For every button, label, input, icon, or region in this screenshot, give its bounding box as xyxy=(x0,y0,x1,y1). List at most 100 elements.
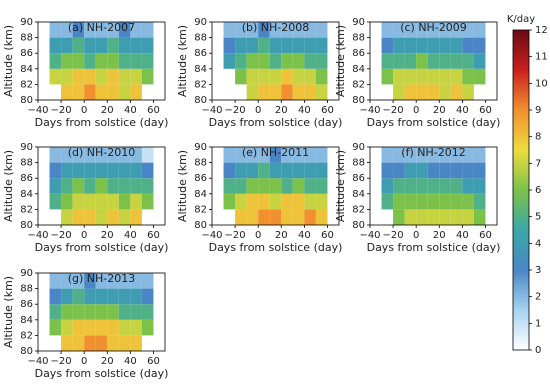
heat-cell xyxy=(416,162,428,179)
heat-cell xyxy=(416,147,428,163)
heat-cell xyxy=(473,209,486,225)
heat-cell xyxy=(304,84,316,100)
x-tick-label: −20 xyxy=(51,356,72,367)
x-tick-label: 60 xyxy=(321,105,334,116)
y-tick-label: 88 xyxy=(194,158,207,169)
heat-cell xyxy=(416,193,428,210)
y-tick-label: 80 xyxy=(194,220,207,231)
heat-cell xyxy=(130,273,142,289)
panel-title: (g) NH-2013 xyxy=(68,272,136,285)
heat-cell xyxy=(281,162,293,179)
panel-title: (f) NH-2012 xyxy=(401,146,465,159)
colorbar-tick-label: 0 xyxy=(535,345,541,356)
heat-cell xyxy=(118,84,131,100)
y-tick-label: 86 xyxy=(20,48,33,59)
heat-cell xyxy=(393,193,405,210)
heat-cell xyxy=(404,209,417,225)
y-axis-label: Altitude (km) xyxy=(334,25,347,97)
plot-frame xyxy=(369,21,498,101)
heat-cell xyxy=(450,162,463,179)
x-tick-label: 60 xyxy=(147,356,160,367)
heat-cell xyxy=(95,147,108,163)
heat-cell xyxy=(107,147,119,163)
y-tick-label: 86 xyxy=(352,48,365,59)
heat-cell xyxy=(84,304,96,320)
heat-cell xyxy=(427,193,440,210)
heat-cell xyxy=(95,68,108,85)
x-tick-label: 20 xyxy=(275,105,288,116)
heat-cell xyxy=(118,68,131,85)
heat-cell xyxy=(258,84,270,100)
heat-cell xyxy=(130,22,142,38)
heat-cell xyxy=(141,319,154,336)
x-tick-label: −40 xyxy=(27,356,48,367)
heat-cell xyxy=(439,53,451,69)
heat-cell xyxy=(439,147,451,163)
heat-cell xyxy=(450,37,463,54)
heat-cell xyxy=(315,162,328,179)
x-tick-label: −20 xyxy=(225,105,246,116)
heat-cell xyxy=(439,193,451,210)
heat-cell xyxy=(315,37,328,54)
heat-cell xyxy=(107,84,119,100)
heat-cell xyxy=(269,209,282,225)
heat-cell xyxy=(61,68,73,85)
heat-cell xyxy=(61,147,73,163)
x-tick-label: 40 xyxy=(124,356,137,367)
x-tick-label: 0 xyxy=(413,230,419,241)
heat-cell xyxy=(72,304,85,320)
heat-cell xyxy=(49,193,62,210)
heat-cell xyxy=(223,162,236,179)
heat-cell xyxy=(84,84,96,100)
heat-cell xyxy=(118,193,131,210)
heat-cell xyxy=(118,304,131,320)
plot-frame xyxy=(37,272,166,352)
heat-cell xyxy=(269,162,282,179)
heat-cell xyxy=(462,68,474,85)
heat-cell xyxy=(450,193,463,210)
panel-title: (c) NH-2009 xyxy=(400,21,467,34)
colorbar-tick-label: 8 xyxy=(535,132,541,143)
heat-cell xyxy=(315,178,328,194)
heat-cell xyxy=(450,178,463,194)
heat-cell xyxy=(141,178,154,194)
heat-cell xyxy=(427,37,440,54)
heat-cell xyxy=(381,22,394,38)
heat-cell xyxy=(269,22,282,38)
y-axis-label: Altitude (km) xyxy=(334,150,347,222)
heat-cell xyxy=(269,147,282,163)
heat-cell xyxy=(427,147,440,163)
heat-cell xyxy=(473,178,486,194)
heat-cell xyxy=(404,178,417,194)
heat-cell xyxy=(246,68,259,85)
y-tick-label: 86 xyxy=(194,173,207,184)
heat-cell xyxy=(72,84,85,100)
heat-cell xyxy=(72,335,85,351)
y-tick-label: 82 xyxy=(194,204,207,215)
heat-cell xyxy=(246,53,259,69)
y-tick-label: 82 xyxy=(20,79,33,90)
heat-cell xyxy=(84,162,96,179)
heat-cell xyxy=(381,68,394,85)
heat-cell xyxy=(381,178,394,194)
x-tick-label: 60 xyxy=(147,105,160,116)
y-tick-label: 80 xyxy=(194,95,207,106)
heat-cell xyxy=(304,193,316,210)
heat-cell xyxy=(107,193,119,210)
heat-cell xyxy=(49,147,62,163)
x-tick-label: 40 xyxy=(456,105,469,116)
heat-cell xyxy=(141,288,154,305)
heat-cell xyxy=(130,288,142,305)
heat-cell xyxy=(84,209,96,225)
heat-cell xyxy=(393,53,405,69)
x-tick-label: 60 xyxy=(321,230,334,241)
heat-cell xyxy=(49,162,62,179)
heat-cell xyxy=(72,68,85,85)
y-tick-label: 80 xyxy=(20,220,33,231)
y-tick-label: 84 xyxy=(20,189,33,200)
heat-cell xyxy=(473,162,486,179)
colorbar-tick-label: 12 xyxy=(535,25,548,36)
colorbar xyxy=(512,29,530,351)
x-tick-label: −20 xyxy=(225,230,246,241)
heat-cell xyxy=(292,209,305,225)
